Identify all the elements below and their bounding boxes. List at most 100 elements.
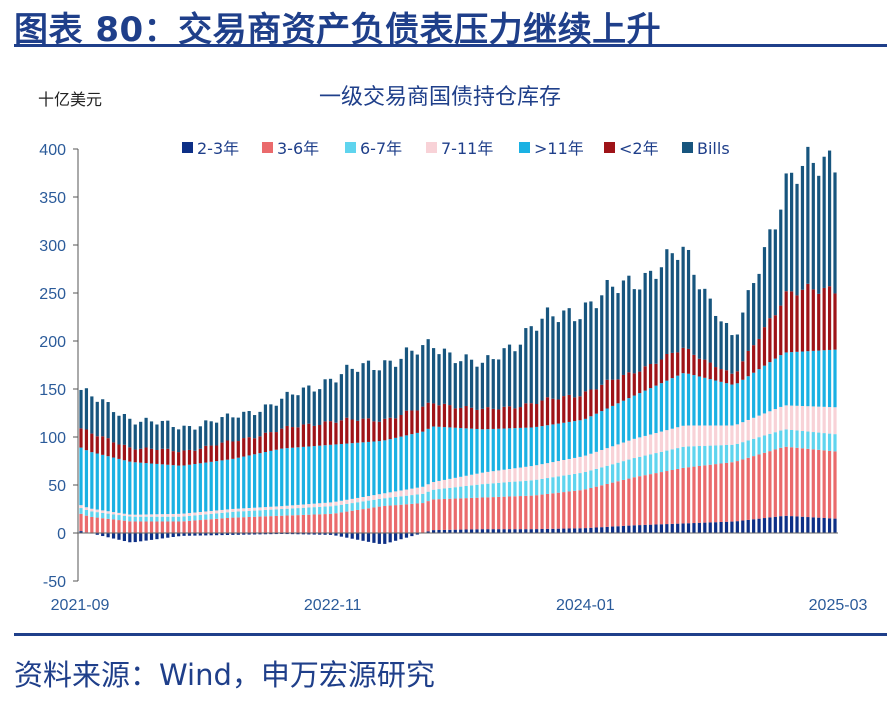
bar-segment <box>350 443 354 499</box>
bar-segment <box>562 422 566 460</box>
bar-segment <box>117 444 121 459</box>
bar-segment <box>790 516 794 533</box>
bar-segment <box>621 525 626 533</box>
bar-segment <box>133 516 137 522</box>
y-axis: -50 0 50 100 150 200 250 300 350 400 <box>39 142 79 591</box>
bar-segment <box>204 420 208 446</box>
bar-segment <box>296 508 300 516</box>
bar-segment <box>475 497 479 530</box>
bar-segment <box>339 443 343 501</box>
bar-segment <box>225 509 230 513</box>
bar-segment <box>741 361 745 380</box>
bar-segment <box>269 450 273 507</box>
bar-segment <box>204 533 208 536</box>
bar-segment <box>111 457 116 513</box>
bar-segment <box>518 481 522 497</box>
bar-segment <box>377 506 381 533</box>
bar-segment <box>415 354 419 411</box>
bar-segment <box>589 416 593 454</box>
bar-segment <box>404 410 409 436</box>
bar-segment <box>182 516 186 522</box>
bar-segment <box>312 507 316 515</box>
bar-segment <box>540 528 544 533</box>
y-tick-label: 100 <box>39 430 66 447</box>
bar-segment <box>144 516 148 522</box>
bar-segment <box>610 446 615 465</box>
bar-segment <box>735 521 739 533</box>
bar-segment <box>806 351 810 407</box>
bar-segment <box>399 436 403 491</box>
bar-segment <box>583 455 588 473</box>
bar-segment <box>768 229 772 319</box>
bar-segment <box>714 425 718 446</box>
bar-segment <box>730 444 734 463</box>
bar-segment <box>605 279 609 380</box>
bar-segment <box>79 531 83 533</box>
bar-segment <box>274 506 278 510</box>
bar-segment <box>583 302 588 392</box>
bar-segment <box>610 464 615 483</box>
bar-segment <box>394 496 398 506</box>
bar-segment <box>817 293 821 351</box>
bar-segment <box>469 359 474 408</box>
bar-segment <box>383 493 387 499</box>
y-tick-label: 300 <box>39 238 66 255</box>
bar-segment <box>198 463 202 513</box>
bar-segment <box>497 496 501 530</box>
bar-segment <box>198 520 202 533</box>
bar-segment <box>426 501 430 532</box>
bar-segment <box>111 512 116 515</box>
bar-segment <box>773 358 777 410</box>
bar-segment <box>269 506 273 510</box>
bar-segment <box>247 411 251 438</box>
legend-swatch <box>262 142 273 153</box>
bar-segment <box>274 515 278 533</box>
bar-segment <box>307 514 311 533</box>
bar-segment <box>491 359 495 409</box>
bar-segment <box>600 467 604 486</box>
legend-label: Bills <box>697 139 730 158</box>
bar-segment <box>545 463 550 479</box>
bar-segment <box>101 518 105 533</box>
bar-segment <box>480 429 485 473</box>
bar-segment <box>442 427 447 480</box>
bar-segment <box>101 436 105 455</box>
bar-segment <box>139 514 143 517</box>
bar-segment <box>79 389 83 429</box>
bar-segment <box>361 496 365 502</box>
bar-segment <box>665 249 669 354</box>
bar-segment <box>605 465 609 484</box>
bar-segment <box>388 505 392 533</box>
bar-segment <box>193 512 197 516</box>
bar-segment <box>274 449 278 507</box>
bar-segment <box>84 429 89 451</box>
bar-segment <box>540 400 544 427</box>
bar-segment <box>480 484 485 498</box>
bar-segment <box>399 358 403 416</box>
bar-segment <box>415 432 419 488</box>
bar-segment <box>198 512 202 515</box>
bar-segment <box>366 533 371 542</box>
bar-segment <box>128 514 132 517</box>
bar-segment <box>334 382 338 423</box>
bar-segment <box>659 383 664 432</box>
bar-segment <box>247 516 251 533</box>
bar-segment <box>643 390 647 436</box>
bar-segment <box>247 455 251 509</box>
bar-segment <box>139 521 143 533</box>
bar-segment <box>101 454 105 511</box>
bar-segment <box>182 425 186 451</box>
bar-segment <box>708 425 712 446</box>
bar-segment <box>790 352 794 406</box>
bar-segment <box>735 383 739 425</box>
bar-segment <box>285 533 289 535</box>
bar-segment <box>399 490 403 497</box>
bar-segment <box>648 434 653 455</box>
bar-segment <box>366 418 371 442</box>
bar-segment <box>665 380 669 431</box>
bar-segment <box>177 516 181 522</box>
bar-segment <box>122 460 126 514</box>
bar-segment <box>703 522 707 533</box>
bar-segment <box>632 438 636 459</box>
bar-segment <box>524 403 528 428</box>
